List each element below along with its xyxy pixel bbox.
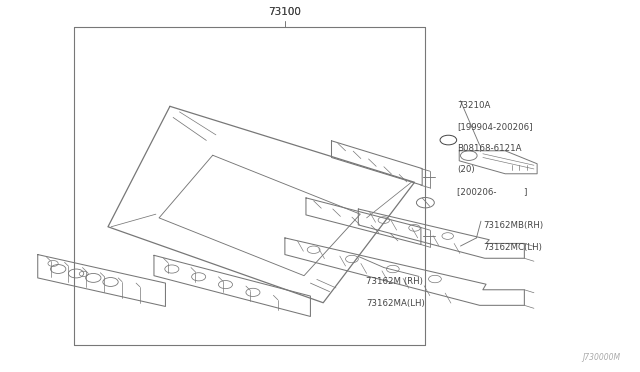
- Text: 73100: 73100: [268, 7, 301, 17]
- Text: [199904-200206]: [199904-200206]: [458, 122, 533, 131]
- Text: [200206-          ]: [200206- ]: [458, 187, 527, 196]
- Text: J730000M: J730000M: [582, 353, 620, 362]
- Text: 73100: 73100: [268, 7, 301, 17]
- Text: 73210A: 73210A: [458, 101, 491, 110]
- Text: (20): (20): [458, 165, 475, 174]
- Text: 73162MA(LH): 73162MA(LH): [366, 299, 425, 308]
- Text: 73162M (RH): 73162M (RH): [366, 277, 423, 286]
- Text: 73162MC(LH): 73162MC(LH): [483, 243, 541, 253]
- Text: 73162MB(RH): 73162MB(RH): [483, 221, 543, 230]
- Text: B08168-6121A: B08168-6121A: [458, 144, 522, 153]
